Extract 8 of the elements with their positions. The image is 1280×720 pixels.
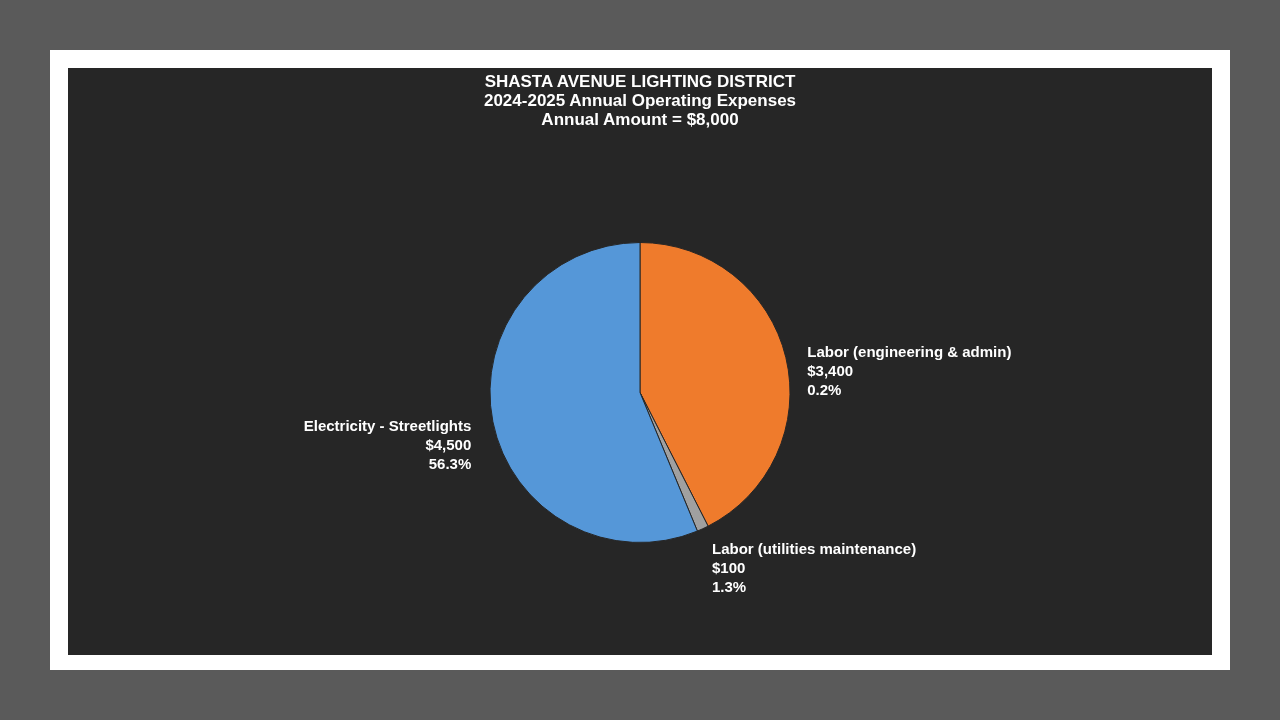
data-label: $4,500 56.3%	[425, 436, 472, 473]
chart-subtitle: 2024-2025 Annual Operating Expenses Annual Amount = $8,000	[483, 91, 797, 129]
slice-label: Electricity - Streetlights	[303, 417, 472, 435]
slice-label: Labor (engineering & admin)	[807, 343, 1012, 361]
chart-title: SHASTA AVENUE LIGHTING DISTRICT	[484, 72, 796, 91]
data-label: $3,400 0.2%	[807, 362, 854, 399]
data-label: $100 1.3%	[712, 558, 747, 595]
slice-label: Labor (utilities maintenance)	[712, 539, 917, 557]
